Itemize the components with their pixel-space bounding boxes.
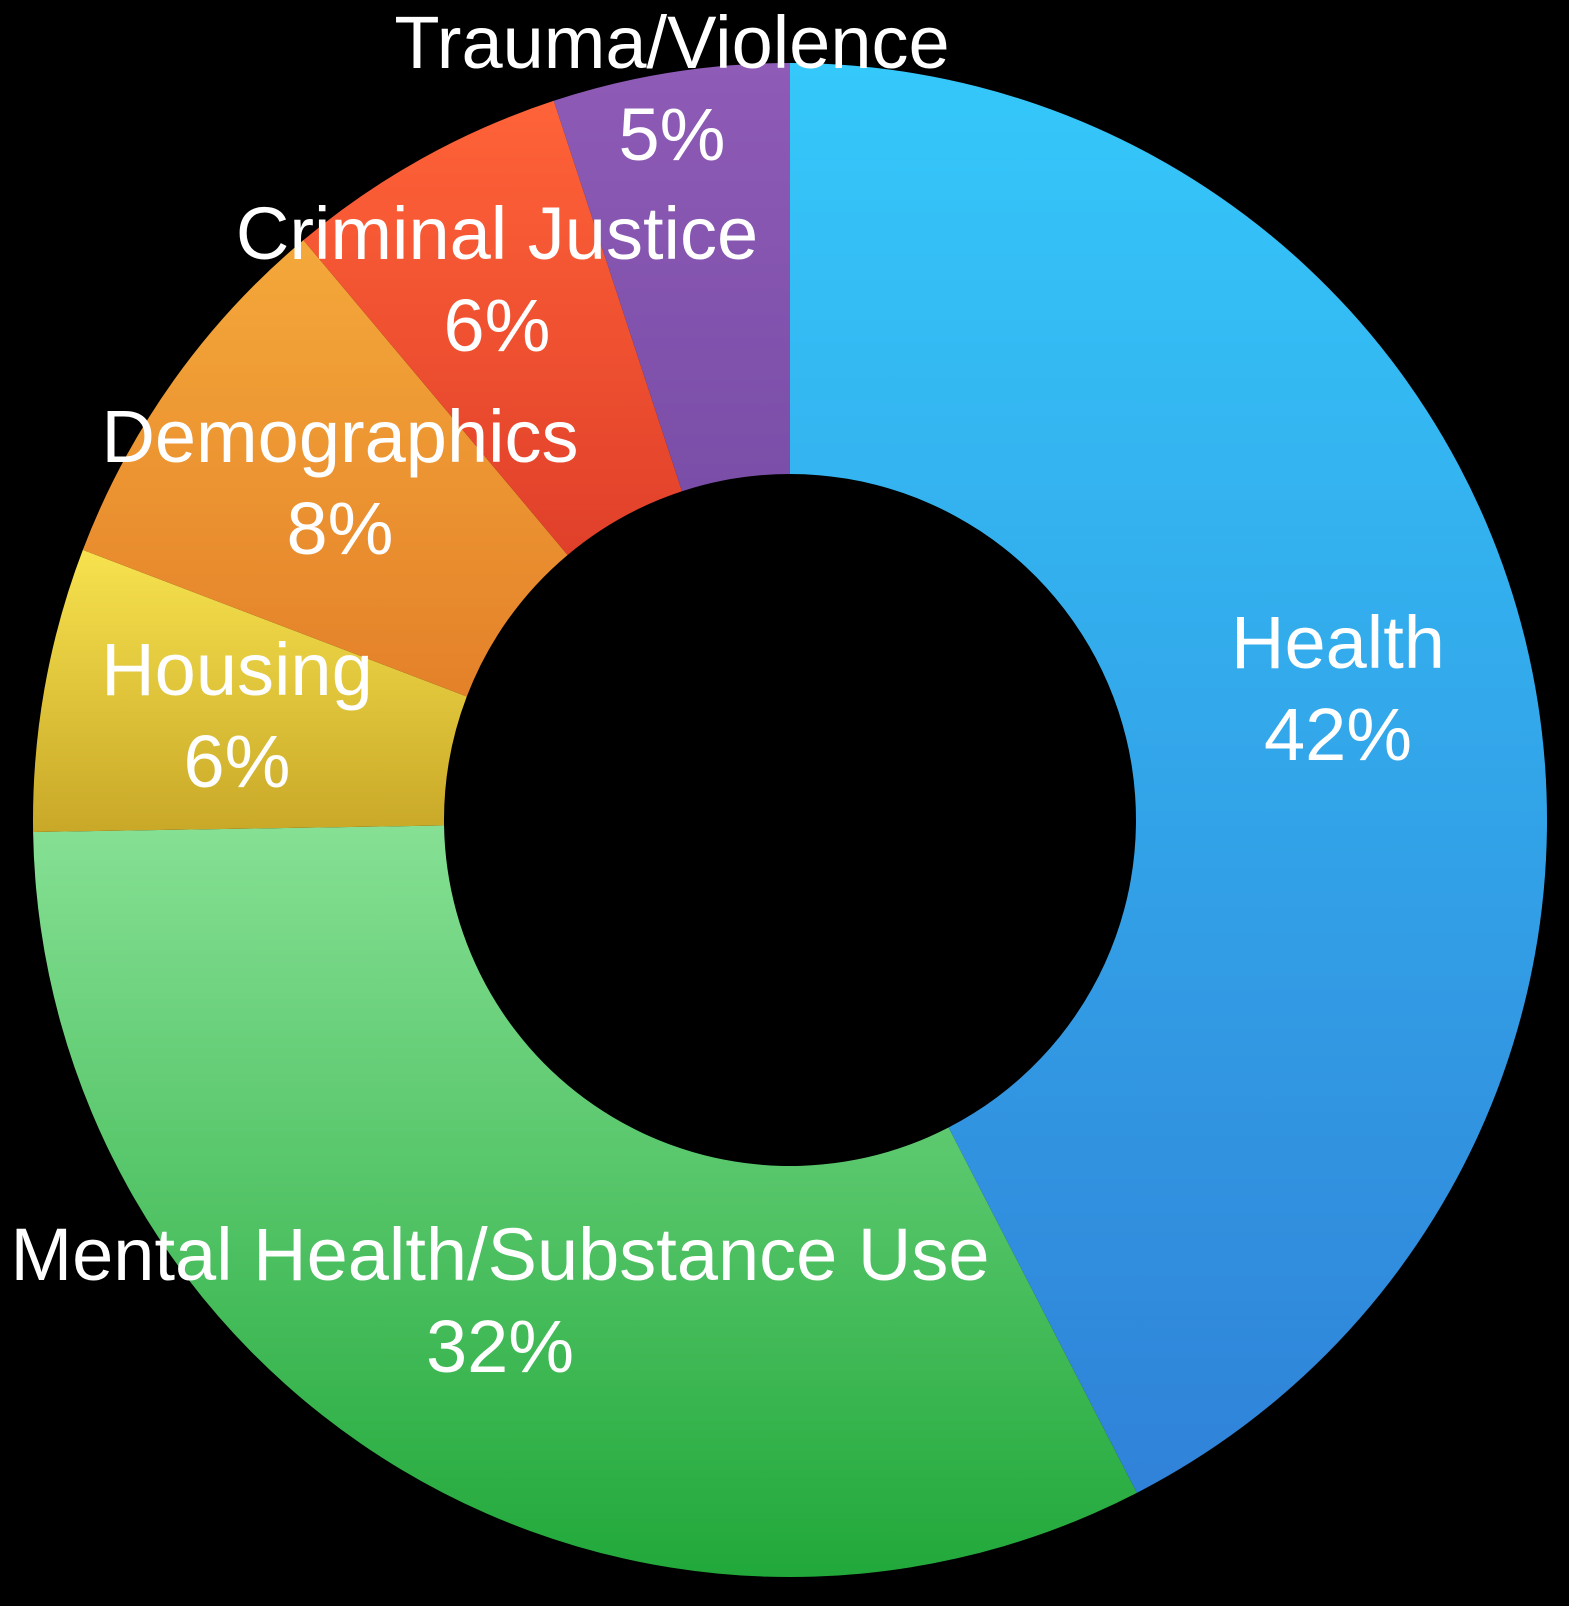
slices-layer (32, 62, 1547, 1577)
labels-layer: Health 42% Mental Health/Substance Use 32% H… (11, 1, 1445, 1388)
slice-trauma-violence (553, 62, 790, 492)
slice-housing (32, 549, 467, 833)
slice-demographics (82, 240, 568, 697)
slice-category-label: Trauma/Violence (394, 1, 949, 84)
slice-criminal-justice (303, 100, 683, 555)
slice-percent-label: 6% (444, 284, 551, 367)
slice-category-label: Mental Health/Substance Use (11, 1213, 990, 1296)
slice-percent-label: 42% (1264, 693, 1412, 776)
slice-category-label: Criminal Justice (236, 192, 758, 275)
slice-percent-label: 8% (287, 487, 394, 570)
slice-percent-label: 6% (184, 720, 291, 803)
slice-category-label: Health (1231, 601, 1445, 684)
slice-category-label: Housing (101, 628, 373, 711)
slice-category-label: Demographics (101, 395, 578, 478)
slice-percent-label: 32% (426, 1305, 574, 1388)
slice-health (790, 63, 1547, 1493)
slice-mental-health-substance-use (33, 825, 1137, 1577)
slice-percent-label: 5% (619, 93, 726, 176)
